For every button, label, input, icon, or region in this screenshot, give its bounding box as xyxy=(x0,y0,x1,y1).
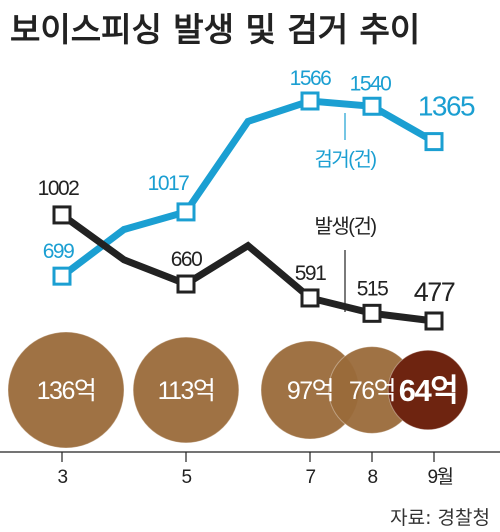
x-tick-label-8: 8 xyxy=(367,467,377,488)
data-label-1-3: 1002 xyxy=(38,177,80,200)
data-label-0-5: 1017 xyxy=(148,172,190,195)
line-layer xyxy=(52,91,444,331)
label-layer: 699 1017 1566 1540 1365 1002 660 591 515 477 검거(건)… xyxy=(38,67,477,312)
marker-0-7 xyxy=(300,91,320,111)
marker-1-3 xyxy=(52,205,72,225)
x-tick-label-9: 9월 xyxy=(427,466,452,488)
marker-0-3 xyxy=(52,266,72,286)
bubble-label-3: 136억 xyxy=(37,377,96,405)
bubble-5 xyxy=(132,336,240,444)
x-tick-label-5: 5 xyxy=(181,467,191,488)
chart-title: 보이스피싱 발생 및 검거 추이 xyxy=(10,10,420,49)
marker-1-7 xyxy=(300,288,320,308)
source-note: 자료: 경찰청 xyxy=(390,507,490,529)
marker-0-5 xyxy=(176,202,196,222)
bubble-label-9: 64억 xyxy=(399,373,458,408)
marker-1-5 xyxy=(176,274,196,294)
data-label-0-8: 1540 xyxy=(350,72,392,95)
marker-0-9 xyxy=(424,132,444,152)
x-tick-label-7: 7 xyxy=(305,467,315,488)
data-label-0-9: 1365 xyxy=(418,91,475,122)
bubble-3 xyxy=(7,331,125,449)
marker-1-8 xyxy=(362,303,382,323)
data-label-0-3: 699 xyxy=(43,240,74,263)
data-label-1-5: 660 xyxy=(171,248,202,271)
bubble-label-5: 113억 xyxy=(158,377,215,405)
bubble-label-7: 97억 xyxy=(287,377,333,405)
marker-1-9 xyxy=(424,311,444,331)
data-label-1-8: 515 xyxy=(357,277,388,300)
bubble-label-8: 76억 xyxy=(349,377,395,405)
bubble-layer: 136억 113억 97억 76억 64억 xyxy=(7,331,469,449)
x-axis: 3 5 7 8 9월 xyxy=(0,451,500,488)
data-label-1-9: 477 xyxy=(414,277,455,307)
series-name-1: 발생(건) xyxy=(314,215,376,238)
bubble-9 xyxy=(387,349,469,431)
marker-0-8 xyxy=(362,96,382,116)
series-name-0: 검거(건) xyxy=(314,148,376,171)
data-label-0-7: 1566 xyxy=(290,67,332,90)
x-tick-label-3: 3 xyxy=(57,467,67,488)
data-label-1-7: 591 xyxy=(295,262,326,285)
